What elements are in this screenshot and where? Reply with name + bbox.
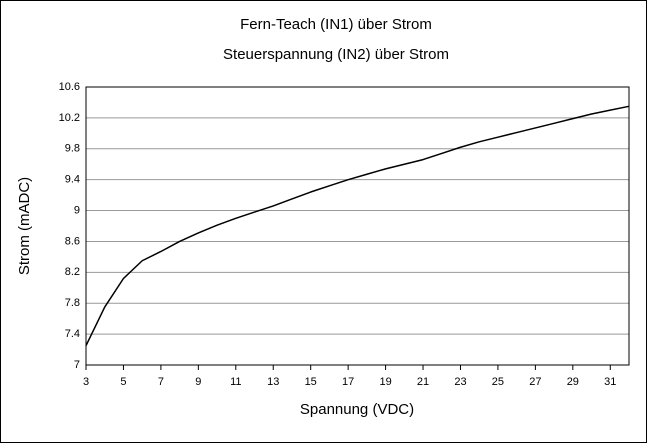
- x-tick-label: 5: [120, 376, 126, 388]
- x-tick-label: 23: [454, 376, 466, 388]
- chart-subtitle: Steuerspannung (IN2) über Strom: [223, 46, 449, 63]
- x-tick-label: 27: [529, 376, 541, 388]
- y-tick-label: 7.8: [65, 297, 80, 309]
- y-tick-label: 9.4: [65, 174, 80, 186]
- y-tick-label: 8.2: [65, 266, 80, 278]
- x-tick-label: 7: [158, 376, 164, 388]
- y-tick-label: 10.6: [59, 81, 80, 93]
- plot-area-border: [85, 86, 630, 366]
- y-tick-label: 7: [74, 359, 80, 371]
- x-tick-label: 19: [379, 376, 391, 388]
- y-tick-label: 10.2: [59, 112, 80, 124]
- x-tick-label: 17: [342, 376, 354, 388]
- data-line: [85, 105, 630, 347]
- y-tick-label: 7.4: [65, 328, 80, 340]
- x-tick-label: 3: [83, 376, 89, 388]
- chart-title: Fern-Teach (IN1) über Strom: [240, 16, 432, 33]
- x-tick-label: 15: [305, 376, 317, 388]
- x-axis-label: Spannung (VDC): [300, 401, 414, 418]
- y-tick-label: 8.6: [65, 235, 80, 247]
- y-tick-label: 9.8: [65, 143, 80, 155]
- x-tick-label: 21: [417, 376, 429, 388]
- y-tick-label: 9: [74, 204, 80, 216]
- x-tick-label: 13: [267, 376, 279, 388]
- x-tick-label: 11: [230, 376, 241, 388]
- x-tick-label: 9: [195, 376, 201, 388]
- x-tick-label: 31: [604, 376, 616, 388]
- x-tick-label: 29: [567, 376, 579, 388]
- x-tick-label: 25: [492, 376, 504, 388]
- y-axis-label: Strom (mADC): [16, 177, 33, 275]
